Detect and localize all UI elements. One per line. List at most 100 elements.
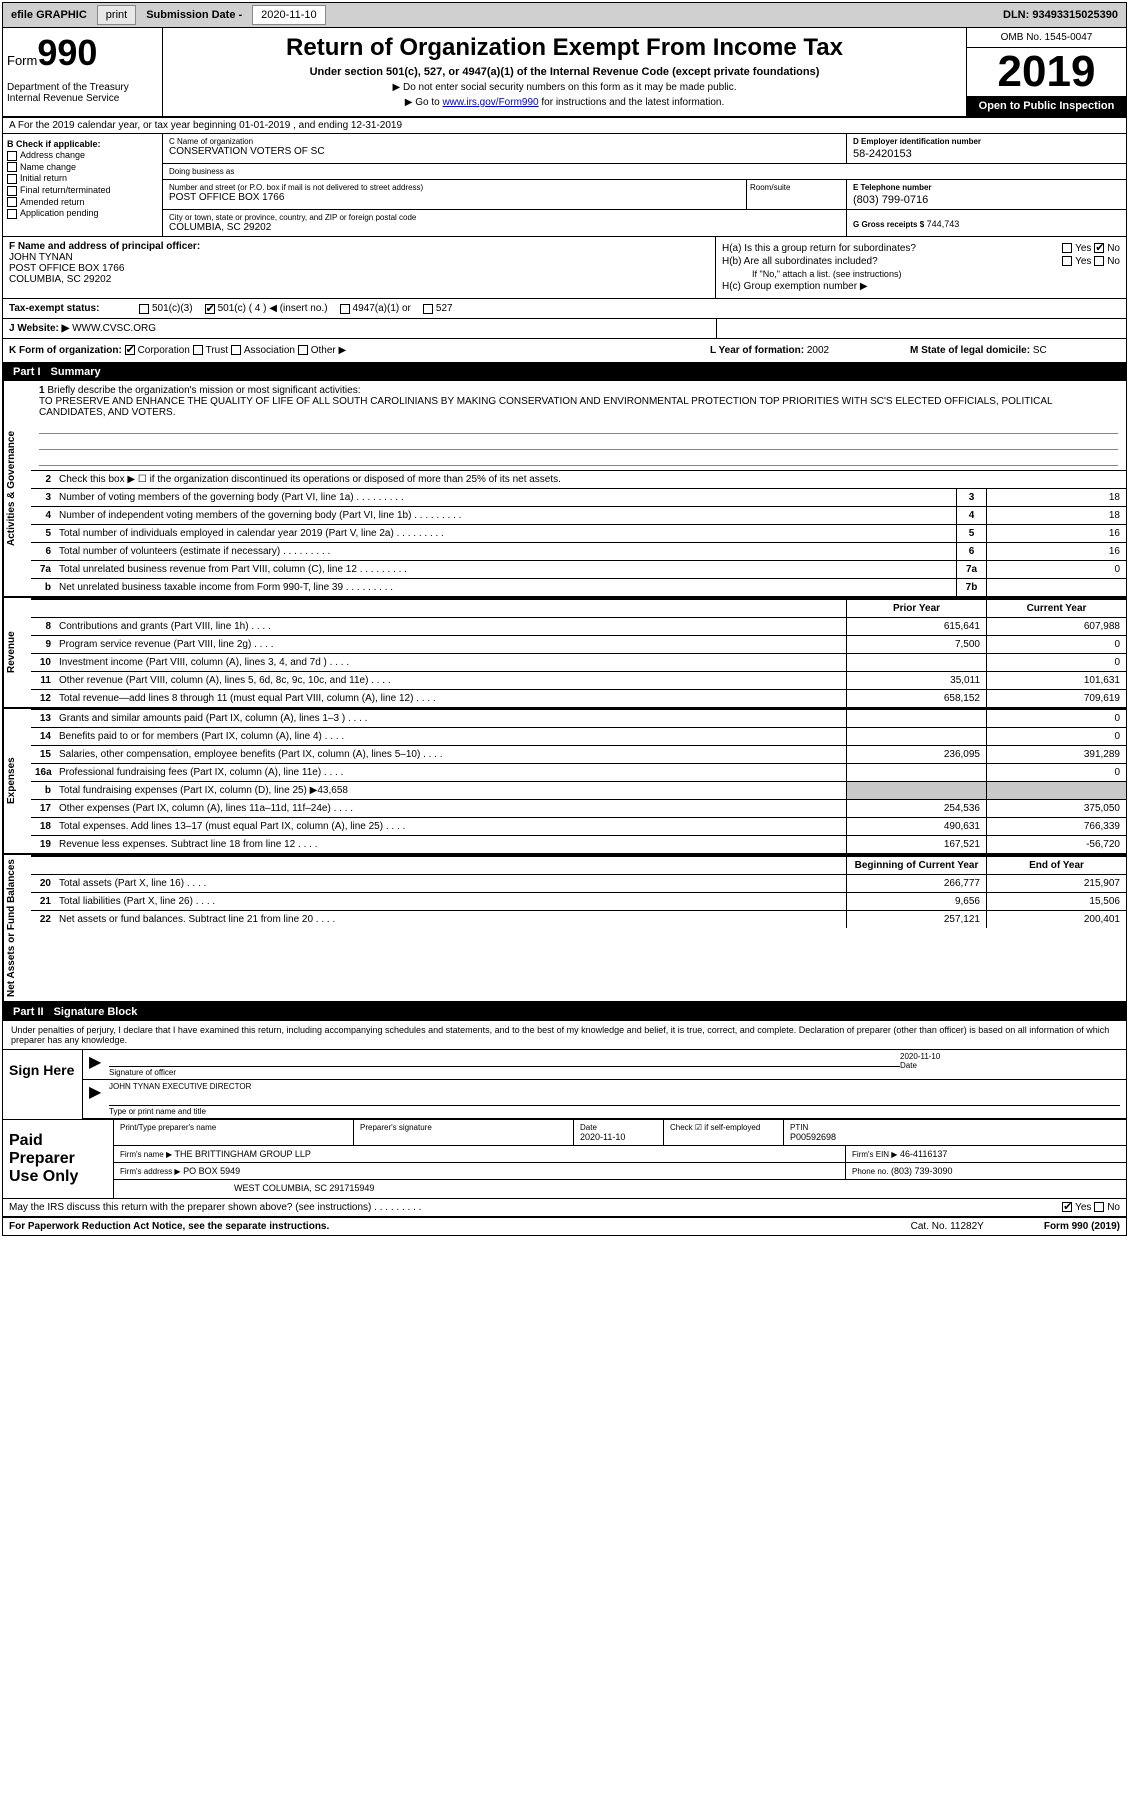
- omb-number: OMB No. 1545-0047: [967, 28, 1126, 48]
- summary-line: 12Total revenue—add lines 8 through 11 (…: [31, 689, 1126, 707]
- prep-date: 2020-11-10: [580, 1132, 657, 1142]
- chk-name-change[interactable]: [7, 162, 17, 172]
- mission-text: TO PRESERVE AND ENHANCE THE QUALITY OF L…: [39, 396, 1118, 418]
- summary-line: 2Check this box ▶ ☐ if the organization …: [31, 470, 1126, 488]
- firm-phone: (803) 739-3090: [891, 1166, 953, 1176]
- open-public: Open to Public Inspection: [967, 96, 1126, 116]
- paperwork-notice: For Paperwork Reduction Act Notice, see …: [9, 1221, 911, 1232]
- summary-line: 13Grants and similar amounts paid (Part …: [31, 709, 1126, 727]
- chk-initial-return[interactable]: [7, 174, 17, 184]
- officer-name: JOHN TYNAN: [9, 252, 709, 263]
- form-footer: Form 990 (2019): [1044, 1221, 1120, 1232]
- instr-1: ▶ Do not enter social security numbers o…: [169, 82, 960, 93]
- sign-here-label: Sign Here: [3, 1050, 83, 1119]
- efile-label: efile GRAPHIC: [3, 6, 95, 24]
- summary-line: 16aProfessional fundraising fees (Part I…: [31, 763, 1126, 781]
- chk-ha-yes[interactable]: [1062, 243, 1072, 253]
- summary-line: 5Total number of individuals employed in…: [31, 524, 1126, 542]
- submission-label: Submission Date -: [138, 6, 250, 24]
- dept-treasury: Department of the Treasury Internal Reve…: [7, 82, 158, 104]
- summary-line: 17Other expenses (Part IX, column (A), l…: [31, 799, 1126, 817]
- chk-527[interactable]: [423, 304, 433, 314]
- org-name: CONSERVATION VOTERS OF SC: [169, 146, 840, 157]
- firm-name: THE BRITTINGHAM GROUP LLP: [174, 1149, 310, 1159]
- tax-year: 2019: [967, 48, 1126, 96]
- summary-line: bTotal fundraising expenses (Part IX, co…: [31, 781, 1126, 799]
- chk-assoc[interactable]: [231, 345, 241, 355]
- irs-discuss: May the IRS discuss this return with the…: [9, 1202, 1062, 1213]
- chk-other[interactable]: [298, 345, 308, 355]
- print-button[interactable]: print: [97, 5, 136, 25]
- sig-arrow-icon: ▶: [89, 1082, 109, 1116]
- room-suite: Room/suite: [746, 180, 846, 209]
- vert-netassets: Net Assets or Fund Balances: [3, 855, 31, 1001]
- summary-line: 6Total number of volunteers (estimate if…: [31, 542, 1126, 560]
- vert-expenses: Expenses: [3, 709, 31, 853]
- chk-trust[interactable]: [193, 345, 203, 355]
- cat-no: Cat. No. 11282Y: [911, 1221, 984, 1232]
- website: WWW.CVSC.ORG: [72, 323, 156, 334]
- ein: 58-2420153: [853, 148, 1120, 160]
- chk-app-pending[interactable]: [7, 209, 17, 219]
- row-a-tax-year: A For the 2019 calendar year, or tax yea…: [3, 118, 1126, 134]
- summary-line: 19Revenue less expenses. Subtract line 1…: [31, 835, 1126, 853]
- org-city: COLUMBIA, SC 29202: [169, 222, 840, 233]
- summary-line: 21Total liabilities (Part X, line 26) . …: [31, 892, 1126, 910]
- form-label: Form: [7, 53, 37, 68]
- summary-line: 4Number of independent voting members of…: [31, 506, 1126, 524]
- form-title: Return of Organization Exempt From Incom…: [169, 34, 960, 62]
- chk-hb-no[interactable]: [1094, 256, 1104, 266]
- officer-signature-name: JOHN TYNAN EXECUTIVE DIRECTOR: [109, 1082, 1120, 1091]
- summary-line: bNet unrelated business taxable income f…: [31, 578, 1126, 596]
- firm-addr2: WEST COLUMBIA, SC 291715949: [114, 1180, 1126, 1196]
- officer-addr2: COLUMBIA, SC 29202: [9, 274, 709, 285]
- chk-501c3[interactable]: [139, 304, 149, 314]
- chk-ha-no[interactable]: [1094, 243, 1104, 253]
- dln: DLN: 93493315025390: [995, 6, 1126, 24]
- firm-addr1: PO BOX 5949: [183, 1166, 240, 1176]
- summary-line: 3Number of voting members of the governi…: [31, 488, 1126, 506]
- summary-line: 7aTotal unrelated business revenue from …: [31, 560, 1126, 578]
- org-address: POST OFFICE BOX 1766: [169, 192, 740, 203]
- chk-corp[interactable]: [125, 345, 135, 355]
- col-b-checkboxes: B Check if applicable: Address change Na…: [3, 134, 163, 236]
- summary-line: 8Contributions and grants (Part VIII, li…: [31, 617, 1126, 635]
- sig-declaration: Under penalties of perjury, I declare th…: [3, 1021, 1126, 1050]
- part2-header: Part IISignature Block: [3, 1003, 1126, 1021]
- topbar: efile GRAPHIC print Submission Date - 20…: [3, 3, 1126, 28]
- part1-header: Part ISummary: [3, 363, 1126, 381]
- chk-final-return[interactable]: [7, 186, 17, 196]
- ptin: P00592698: [790, 1132, 1120, 1142]
- paid-preparer-label: Paid Preparer Use Only: [3, 1120, 113, 1198]
- summary-line: 11Other revenue (Part VIII, column (A), …: [31, 671, 1126, 689]
- form-subtitle: Under section 501(c), 527, or 4947(a)(1)…: [169, 66, 960, 78]
- chk-501c[interactable]: [205, 304, 215, 314]
- sig-arrow-icon: ▶: [89, 1052, 109, 1077]
- chk-discuss-yes[interactable]: [1062, 1202, 1072, 1212]
- submission-date: 2020-11-10: [252, 5, 325, 25]
- summary-line: 22Net assets or fund balances. Subtract …: [31, 910, 1126, 928]
- form-header: Form990 Department of the Treasury Inter…: [3, 28, 1126, 118]
- gross-receipts: 744,743: [927, 219, 960, 229]
- year-formation: 2002: [807, 345, 829, 356]
- officer-addr1: POST OFFICE BOX 1766: [9, 263, 709, 274]
- chk-hb-yes[interactable]: [1062, 256, 1072, 266]
- summary-line: 15Salaries, other compensation, employee…: [31, 745, 1126, 763]
- telephone: (803) 799-0716: [853, 194, 1120, 206]
- summary-line: 14Benefits paid to or for members (Part …: [31, 727, 1126, 745]
- vert-activities: Activities & Governance: [3, 381, 31, 596]
- state-domicile: SC: [1033, 345, 1047, 356]
- sig-date: 2020-11-10: [900, 1052, 1120, 1061]
- summary-line: 10Investment income (Part VIII, column (…: [31, 653, 1126, 671]
- chk-address-change[interactable]: [7, 151, 17, 161]
- chk-amended[interactable]: [7, 197, 17, 207]
- vert-revenue: Revenue: [3, 598, 31, 707]
- summary-line: 18Total expenses. Add lines 13–17 (must …: [31, 817, 1126, 835]
- chk-4947[interactable]: [340, 304, 350, 314]
- summary-line: 9Program service revenue (Part VIII, lin…: [31, 635, 1126, 653]
- form-number: 990: [37, 32, 97, 73]
- summary-line: 20Total assets (Part X, line 16) . . . .…: [31, 874, 1126, 892]
- instr-2: ▶ Go to www.irs.gov/Form990 for instruct…: [169, 97, 960, 108]
- chk-discuss-no[interactable]: [1094, 1202, 1104, 1212]
- irs-link[interactable]: www.irs.gov/Form990: [442, 97, 538, 108]
